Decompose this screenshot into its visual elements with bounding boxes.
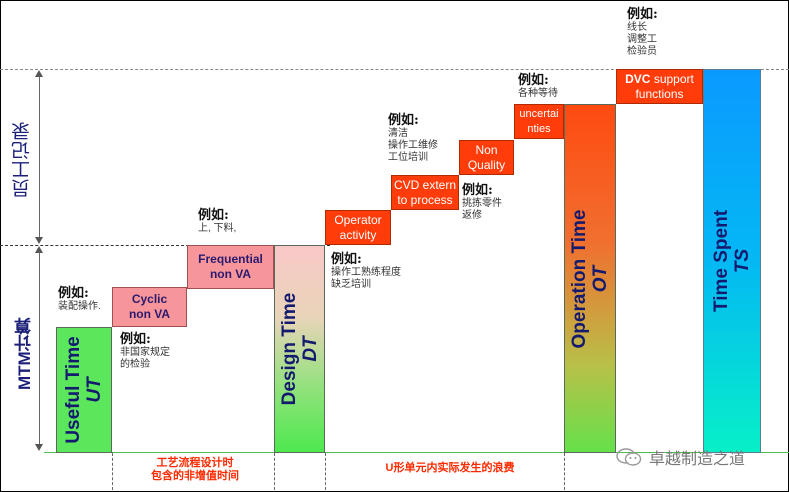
- example-cyclic: 例如: 非国家规定 的检验: [120, 332, 170, 370]
- arrow-up-icon: [35, 70, 43, 77]
- box-cvd-extern: CVD extern to process: [391, 175, 459, 210]
- example-operator: 例如: 操作工熟练程度 缺乏培训: [331, 252, 401, 290]
- bar-time-spent: Time Spent TS: [703, 69, 761, 453]
- bar-useful-time: Useful Time UT: [56, 327, 112, 453]
- example-frequential: 例如: 上, 下料,: [198, 208, 237, 234]
- bar-time-spent-label: Time Spent TS: [711, 209, 753, 313]
- footer-separator: [325, 453, 326, 490]
- bar-design-time-label: Design Time DT: [278, 292, 321, 406]
- box-non-quality: Non Quality: [459, 140, 514, 175]
- bar-design-time: Design Time DT: [274, 245, 325, 453]
- bar-useful-time-label: Useful Time UT: [63, 336, 105, 444]
- upper-dashed-line: [0, 69, 789, 70]
- watermark-text: 卓越制造之道: [649, 451, 746, 468]
- footer-separator: [112, 453, 113, 490]
- footer-separator: [274, 453, 275, 490]
- example-cvd: 例如: 清洁 操作工维修 工位培训: [388, 113, 438, 163]
- bar-operation-time-label: Operation Time OT: [569, 208, 611, 349]
- box-operator-activity: Operator activity: [325, 210, 391, 245]
- baseline: [44, 452, 789, 453]
- wechat-icon: [615, 447, 643, 467]
- arrow-up-icon: [35, 246, 43, 253]
- example-uncertainties: 例如: 各种等待: [518, 73, 558, 99]
- arrow-down-icon: [35, 237, 43, 244]
- example-dvc: 例如: 线长 调整工 检验员: [627, 7, 658, 57]
- box-cyclic-non-va: Cyclic non VA: [112, 287, 187, 327]
- dimension-line-lower: [39, 252, 40, 445]
- middle-dashed-line: [0, 245, 330, 246]
- box-dvc-support: DVC support functions: [616, 69, 703, 104]
- footer-separator: [564, 453, 565, 490]
- dimension-line-upper: [39, 76, 40, 238]
- side-label-upper: 员工记录: [11, 122, 33, 198]
- arrow-down-icon: [35, 444, 43, 451]
- box-frequential-non-va: Frequential non VA: [187, 245, 274, 289]
- footer-ucell-waste: U形单元内实际发生的浪费: [385, 462, 515, 474]
- box-uncertainties: uncertai nties: [514, 104, 564, 139]
- example-useful: 例如: 装配操作.: [58, 286, 101, 312]
- bar-operation-time: Operation Time OT: [564, 104, 616, 453]
- footer-design-waste: 工艺流程设计时 包含的非增值时间: [151, 457, 239, 482]
- watermark: 卓越制造之道: [615, 445, 745, 469]
- example-non-quality: 例如: 挑拣零件 返修: [462, 183, 502, 221]
- side-label-lower: MTM计算: [15, 317, 34, 390]
